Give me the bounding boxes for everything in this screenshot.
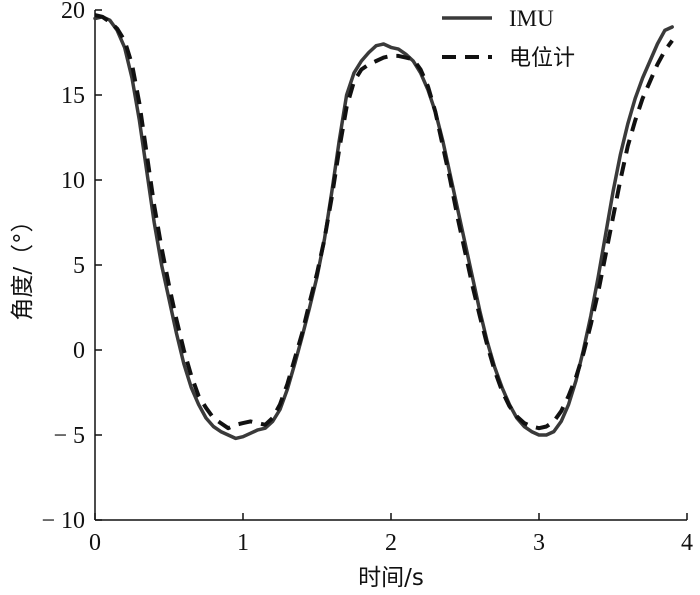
series-group [93,13,674,441]
series-line-potentiometer [94,13,674,431]
y-tick-label: 20 [61,0,85,24]
y-tick-label: 10 [61,168,85,194]
x-ticks: 0 1 2 3 4 [89,513,693,556]
y-axis-label: 角度/（°） [10,209,36,320]
y-tick-label: 15 [61,83,85,109]
x-axis-label: 时间/s [358,565,424,591]
legend-label-imu: IMU [509,6,554,31]
legend-label-potentiometer: 电位计 [509,46,575,71]
y-ticks: 20 15 10 5 0 − 5 − 10 [41,0,102,534]
y-tick-label: − 5 [53,423,85,449]
x-tick-label: 0 [89,530,101,556]
axes [94,10,687,521]
x-tick-label: 4 [681,530,693,556]
x-tick-label: 3 [533,530,545,556]
x-tick-label: 2 [385,530,397,556]
x-tick-label: 1 [237,530,249,556]
y-tick-label: 5 [73,253,85,279]
y-tick-label: 0 [73,338,85,364]
y-tick-label: − 10 [41,508,85,534]
series-line-imu [93,15,674,441]
legend: IMU 电位计 [442,6,575,71]
